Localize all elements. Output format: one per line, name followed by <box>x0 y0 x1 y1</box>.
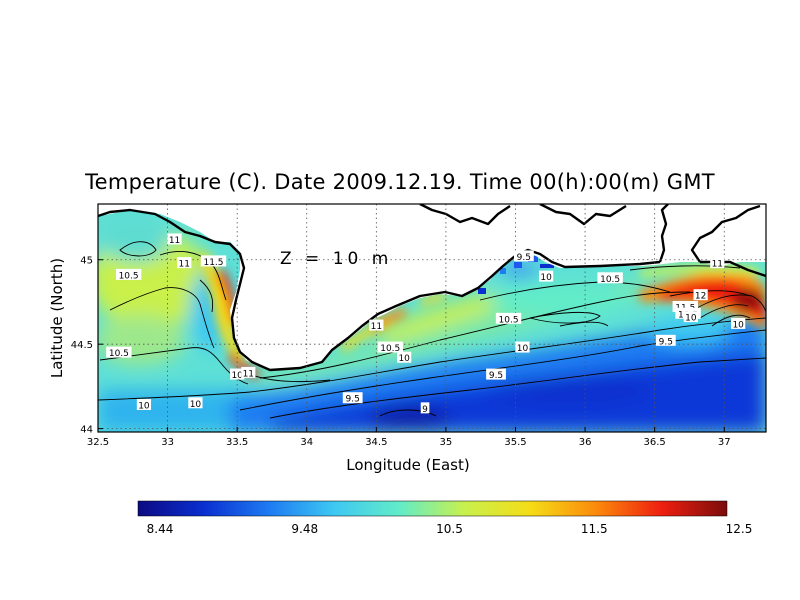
contour-label-text: 11 <box>371 322 382 332</box>
contour-label: 9.5 <box>655 334 676 347</box>
contour-label: 11 <box>369 319 384 332</box>
colorbar-tick-label: 9.48 <box>291 522 318 536</box>
contour-label-text: 10 <box>190 400 202 410</box>
contour-label-text: 10 <box>540 273 552 283</box>
contour-label-text: 10 <box>398 354 410 364</box>
contour-label: 10 <box>683 311 698 324</box>
y-tick-label: 44 <box>80 425 93 436</box>
contour-label-text: 10 <box>685 314 697 324</box>
x-tick-label: 35.5 <box>504 437 526 448</box>
colorbar <box>137 500 728 517</box>
contour-label: 11 <box>177 257 192 270</box>
colorbar-tick-label: 10.5 <box>436 522 463 536</box>
contour-label: 9 <box>420 402 430 415</box>
contour-label-text: 9.5 <box>517 253 531 263</box>
contour-label-text: 10.5 <box>499 315 519 325</box>
contour-label: 10 <box>136 398 152 411</box>
contour-label-text: 9 <box>422 405 428 415</box>
land-mask <box>98 204 766 370</box>
contour-label: 10.5 <box>597 272 623 285</box>
contour-label-text: 12 <box>695 292 706 302</box>
colorbar-tick-label: 12.5 <box>726 522 753 536</box>
contour-label-text: 10 <box>732 320 744 330</box>
contour-label-text: 11.5 <box>203 258 223 268</box>
contour-label: 10.5 <box>377 341 403 354</box>
colorbar-ticks: 8.44 9.48 10.5 11.5 12.5 <box>147 522 753 536</box>
contour-label-text: 11 <box>179 260 190 270</box>
contour-label-text: 9.5 <box>489 371 503 381</box>
x-tick-label: 32.5 <box>87 437 109 448</box>
y-axis-ticks: 44 44.5 45 <box>71 256 103 436</box>
contour-label: 11 <box>167 233 182 246</box>
contour-label-text: 10.5 <box>109 349 129 359</box>
x-tick-label: 36 <box>579 437 592 448</box>
contour-label: 10 <box>230 368 245 381</box>
contour-label: 10.5 <box>495 312 522 325</box>
contour-label: 10 <box>397 351 412 364</box>
contour-label-text: 10.5 <box>380 344 400 354</box>
contour-label: 10 <box>539 270 554 283</box>
y-tick-label: 45 <box>80 256 93 267</box>
x-tick-label: 37 <box>718 437 731 448</box>
contour-label: 11.5 <box>200 255 227 268</box>
contour-label: 11 <box>241 366 256 379</box>
contour-label: 11 <box>710 257 725 270</box>
contour-label-text: 10 <box>138 401 150 411</box>
contour-label-text: 11 <box>243 369 254 379</box>
contour-label: 9.5 <box>513 250 534 263</box>
y-tick-label: 44.5 <box>71 340 93 351</box>
x-tick-label: 33 <box>161 437 174 448</box>
contour-label: 10 <box>731 317 746 330</box>
contour-label: 10.5 <box>115 268 142 281</box>
contour-label: 10 <box>515 341 530 354</box>
x-tick-label: 36.5 <box>644 437 666 448</box>
contour-label: 9.5 <box>486 368 506 381</box>
contour-label: 9.5 <box>342 392 363 405</box>
contour-label: 10 <box>188 397 203 410</box>
colorbar-tick-label: 11.5 <box>581 522 608 536</box>
colorbar-tick-label: 8.44 <box>147 522 174 536</box>
x-tick-label: 33.5 <box>226 437 248 448</box>
contour-label-text: 10.5 <box>119 271 139 281</box>
contour-label-text: 9.5 <box>346 395 360 405</box>
plot-frame <box>97 203 767 433</box>
y-axis-label: Latitude (North) <box>48 258 66 378</box>
x-tick-label: 34 <box>300 437 313 448</box>
contour-label-text: 10.5 <box>600 275 620 285</box>
contour-label-text: 10 <box>517 344 529 354</box>
x-axis-label: Longitude (East) <box>346 456 469 474</box>
chart-title: Temperature (C). Date 2009.12.19. Time 0… <box>85 170 715 194</box>
x-tick-label: 34.5 <box>365 437 387 448</box>
contour-label: 10.5 <box>106 346 132 359</box>
depth-annotation: Z = 10 m <box>280 249 392 269</box>
x-tick-label: 35 <box>440 437 453 448</box>
contour-label-text: 10 <box>231 371 243 381</box>
contour-label-text: 11 <box>169 236 180 246</box>
x-axis-ticks: 32.5 33 33.5 34 34.5 35 35.5 36 36.5 37 <box>87 427 731 448</box>
contour-lines <box>98 241 766 419</box>
contour-label: 12 <box>693 289 708 302</box>
contour-label-text: 11 <box>712 260 723 270</box>
contour-label-text: 9.5 <box>659 337 673 347</box>
